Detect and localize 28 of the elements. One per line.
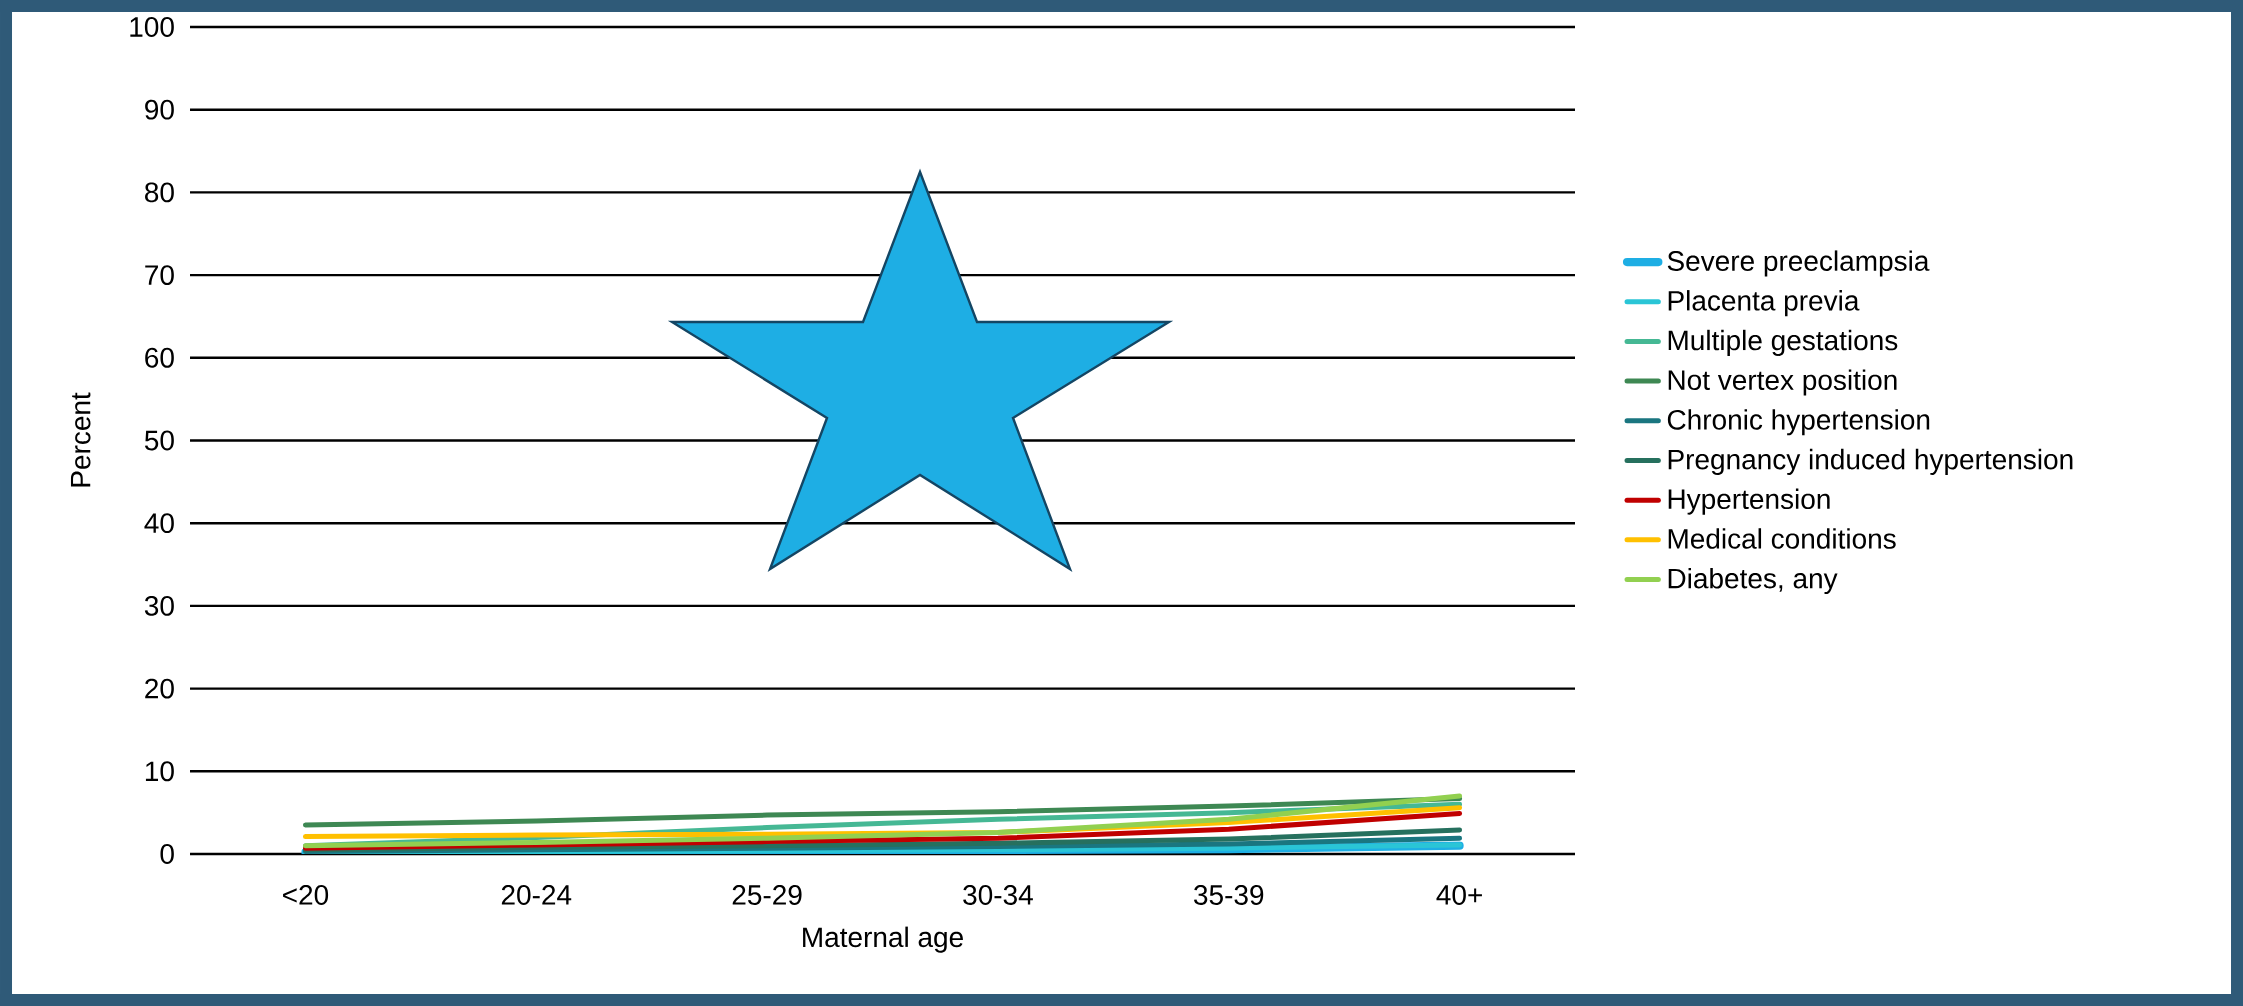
y-tick-label: 40 [144, 513, 174, 534]
legend-label: Severe preeclampsia [1667, 250, 1930, 277]
y-tick-label: 70 [145, 265, 174, 286]
x-axis-title: Maternal age [803, 926, 963, 953]
y-tick-label: 10 [145, 761, 174, 782]
legend-label: Not vertex position [1668, 369, 1897, 396]
legend-label: Hypertension [1668, 488, 1830, 515]
legend-label: Diabetes, any [1668, 567, 1838, 595]
y-tick-label: 80 [145, 182, 174, 203]
y-tick-label: 90 [145, 99, 174, 120]
y-axis-title: Percent [70, 392, 91, 487]
y-tick-label: 50 [144, 430, 174, 451]
y-tick-label: 100 [130, 17, 174, 37]
y-tick-label: 0 [160, 844, 174, 864]
x-tick-label: <20 [283, 885, 329, 905]
legend-label: Multiple gestations [1668, 329, 1898, 356]
x-tick-label: 35-39 [1194, 885, 1264, 905]
x-tick-label: 40+ [1436, 885, 1482, 905]
y-tick-label: 30 [144, 595, 174, 616]
x-tick-label: 20-24 [501, 885, 572, 905]
y-tick-label: 20 [145, 678, 174, 699]
y-tick-label: 60 [145, 347, 174, 368]
legend-label: Chronic hypertension [1667, 409, 1930, 436]
x-tick-label: 30-34 [963, 885, 1033, 905]
x-tick-label: 25-29 [732, 885, 802, 905]
legend-label: Pregnancy induced hypertension [1668, 448, 2073, 475]
legend-label: Medical conditions [1668, 528, 1896, 549]
legend-label: Placenta previa [1668, 290, 1860, 317]
